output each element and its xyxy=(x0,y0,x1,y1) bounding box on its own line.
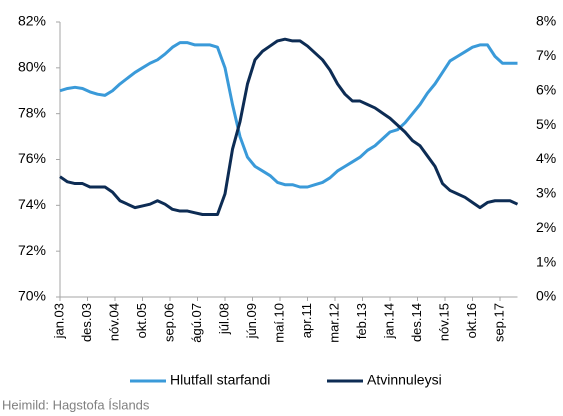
x-tick-label: nóv.15 xyxy=(436,303,451,341)
y-tick-label: 72% xyxy=(18,242,46,258)
y2-tick-label: 7% xyxy=(536,47,556,63)
x-tick-label: okt.16 xyxy=(464,303,479,338)
y2-tick-label: 2% xyxy=(536,219,556,235)
x-tick-label: jún.09 xyxy=(244,303,259,339)
y-tick-label: 78% xyxy=(18,104,46,120)
x-tick-label: jan.14 xyxy=(381,303,396,339)
legend-label: Atvinnuleysi xyxy=(367,372,442,388)
y2-tick-label: 4% xyxy=(536,150,556,166)
source-note: Heimild: Hagstofa Íslands xyxy=(2,397,150,412)
y-tick-label: 82% xyxy=(18,13,46,29)
x-tick-label: des.14 xyxy=(409,303,424,342)
y2-tick-label: 0% xyxy=(536,288,556,304)
x-tick-label: maí.10 xyxy=(271,303,286,343)
legend-label: Hlutfall starfandi xyxy=(170,372,270,388)
x-tick-label: feb.13 xyxy=(354,303,369,339)
x-tick-label: ágú.07 xyxy=(189,303,204,343)
x-tick-label: sep.06 xyxy=(161,303,176,342)
y2-tick-label: 8% xyxy=(536,13,556,29)
x-tick-label: mar.12 xyxy=(326,303,341,343)
x-tick-label: nóv.04 xyxy=(106,303,121,341)
y2-tick-label: 6% xyxy=(536,81,556,97)
x-tick-label: apr.11 xyxy=(299,303,314,338)
x-tick-label: okt.05 xyxy=(134,303,149,338)
y2-tick-label: 5% xyxy=(536,116,556,132)
y-tick-label: 76% xyxy=(18,150,46,166)
y-tick-label: 74% xyxy=(18,196,46,212)
x-tick-label: sep.17 xyxy=(491,303,506,342)
y2-tick-label: 1% xyxy=(536,253,556,269)
series-line xyxy=(59,41,518,189)
x-tick-label: des.03 xyxy=(79,303,94,342)
series-line xyxy=(59,37,519,216)
x-tick-label: júl.08 xyxy=(216,303,231,335)
y-tick-label: 80% xyxy=(18,59,46,75)
y2-tick-label: 3% xyxy=(536,185,556,201)
y-tick-label: 70% xyxy=(18,288,46,304)
x-tick-label: jan.03 xyxy=(51,303,66,339)
